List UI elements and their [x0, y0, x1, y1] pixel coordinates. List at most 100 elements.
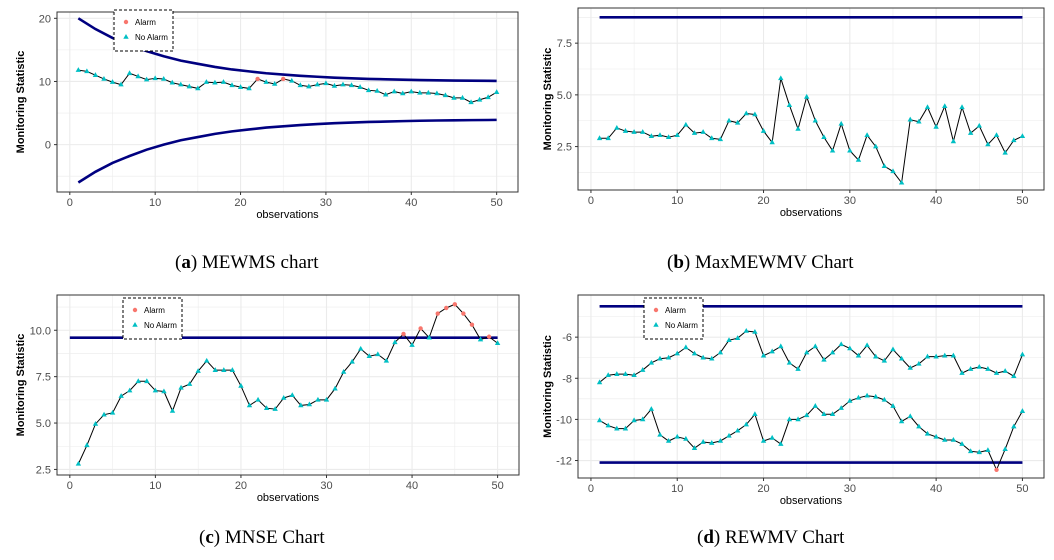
- no-alarm-point: [864, 392, 870, 398]
- no-alarm-point: [494, 340, 501, 346]
- no-alarm-point: [229, 367, 236, 372]
- no-alarm-point: [161, 388, 167, 394]
- no-alarm-point: [933, 123, 939, 129]
- no-alarm-point: [408, 88, 414, 94]
- panel-border: [56, 11, 519, 193]
- no-alarm-point: [916, 118, 922, 124]
- y-tick-label: -6: [562, 332, 572, 344]
- no-alarm-point: [186, 83, 193, 89]
- x-tick-label: 0: [67, 197, 73, 209]
- y-tick-label: 7.5: [36, 372, 51, 384]
- no-alarm-point: [916, 360, 922, 366]
- x-tick-label: 0: [588, 195, 594, 207]
- legend-no-alarm-key: [653, 322, 659, 327]
- no-alarm-point: [890, 168, 896, 174]
- no-alarm-point: [734, 427, 741, 433]
- no-alarm-point: [451, 94, 457, 100]
- no-alarm-point: [332, 385, 338, 391]
- no-alarm-point: [375, 351, 381, 357]
- x-tick-label: 10: [671, 195, 683, 207]
- no-alarm-point: [881, 357, 888, 363]
- no-alarm-point: [1019, 133, 1026, 139]
- x-tick-label: 10: [671, 483, 683, 495]
- no-alarm-point: [272, 406, 278, 411]
- no-alarm-point: [803, 93, 810, 99]
- x-tick-label: 10: [149, 197, 161, 209]
- no-alarm-point: [289, 77, 295, 83]
- no-alarm-point: [674, 350, 680, 356]
- no-alarm-point: [596, 135, 603, 141]
- no-alarm-point: [803, 412, 810, 418]
- series-line-lower: [599, 395, 1023, 472]
- no-alarm-point: [101, 411, 107, 417]
- alarm-point: [452, 302, 458, 307]
- y-axis-title: Monitoring Statistic: [542, 48, 554, 151]
- no-alarm-point: [907, 413, 913, 419]
- no-alarm-point: [425, 89, 432, 95]
- series-line: [599, 78, 1023, 185]
- no-alarm-point: [734, 119, 741, 125]
- no-alarm-point: [109, 79, 116, 84]
- y-axis-title: Monitoring Statistic: [542, 335, 554, 438]
- no-alarm-point: [760, 437, 767, 443]
- chart-panel-mnse: 0 10 20 30 40 50 2.5 5.0 7.5 10.0 observations Moni…: [15, 294, 520, 504]
- x-tick-label: 20: [757, 195, 769, 207]
- alarm-point: [486, 334, 492, 339]
- no-alarm-point: [778, 441, 784, 446]
- no-alarm-point: [942, 352, 948, 358]
- legend: Alarm No Alarm: [643, 297, 704, 340]
- no-alarm-point: [829, 411, 836, 417]
- no-alarm-point: [665, 134, 672, 140]
- x-axis-title: observations: [257, 492, 320, 504]
- alarm-point: [435, 311, 440, 316]
- no-alarm-point: [752, 411, 758, 417]
- no-alarm-point: [281, 394, 287, 400]
- no-alarm-point: [898, 179, 905, 185]
- no-alarm-point: [314, 81, 321, 87]
- no-alarm-point: [890, 346, 896, 352]
- no-alarm-point: [1011, 423, 1017, 429]
- x-tick-label: 40: [930, 195, 942, 207]
- no-alarm-point: [143, 76, 150, 82]
- no-alarm-point: [118, 81, 124, 87]
- panel-border: [577, 7, 1045, 191]
- legend-no-alarm-label: No Alarm: [135, 33, 168, 42]
- no-alarm-point: [246, 85, 252, 91]
- no-alarm-point: [323, 80, 329, 86]
- no-alarm-point: [743, 421, 749, 427]
- no-alarm-point: [821, 356, 827, 362]
- legend-box: [643, 297, 704, 340]
- alarm-point: [469, 322, 475, 327]
- no-alarm-point: [212, 79, 218, 85]
- no-alarm-point: [144, 378, 150, 384]
- no-alarm-point: [127, 387, 133, 393]
- no-alarm-point: [864, 342, 870, 348]
- no-alarm-point: [752, 111, 758, 117]
- no-alarm-point: [778, 75, 784, 81]
- panel-border: [56, 294, 520, 476]
- alarm-point: [461, 311, 466, 316]
- no-alarm-point: [760, 128, 767, 133]
- no-alarm-point: [152, 387, 159, 393]
- y-tick-label: -10: [556, 414, 572, 426]
- no-alarm-point: [752, 329, 758, 334]
- no-alarm-point: [382, 91, 389, 97]
- no-alarm-point: [357, 84, 363, 89]
- no-alarm-point: [203, 79, 210, 84]
- no-alarm-point: [434, 90, 440, 96]
- no-alarm-point: [786, 102, 793, 108]
- no-alarm-point: [795, 416, 801, 422]
- no-alarm-point: [812, 343, 819, 349]
- no-alarm-point: [726, 117, 732, 123]
- legend-box: [113, 9, 174, 52]
- y-tick-label: 20: [39, 13, 51, 25]
- no-alarm-point: [648, 133, 655, 139]
- no-alarm-point: [135, 378, 141, 384]
- x-axis-title: observations: [780, 207, 843, 219]
- x-tick-label: 50: [1016, 195, 1028, 207]
- no-alarm-point: [178, 384, 184, 390]
- legend-alarm-label: Alarm: [135, 18, 156, 27]
- no-alarm-point: [803, 349, 810, 355]
- no-alarm-point: [409, 342, 415, 347]
- x-tick-label: 40: [405, 197, 417, 209]
